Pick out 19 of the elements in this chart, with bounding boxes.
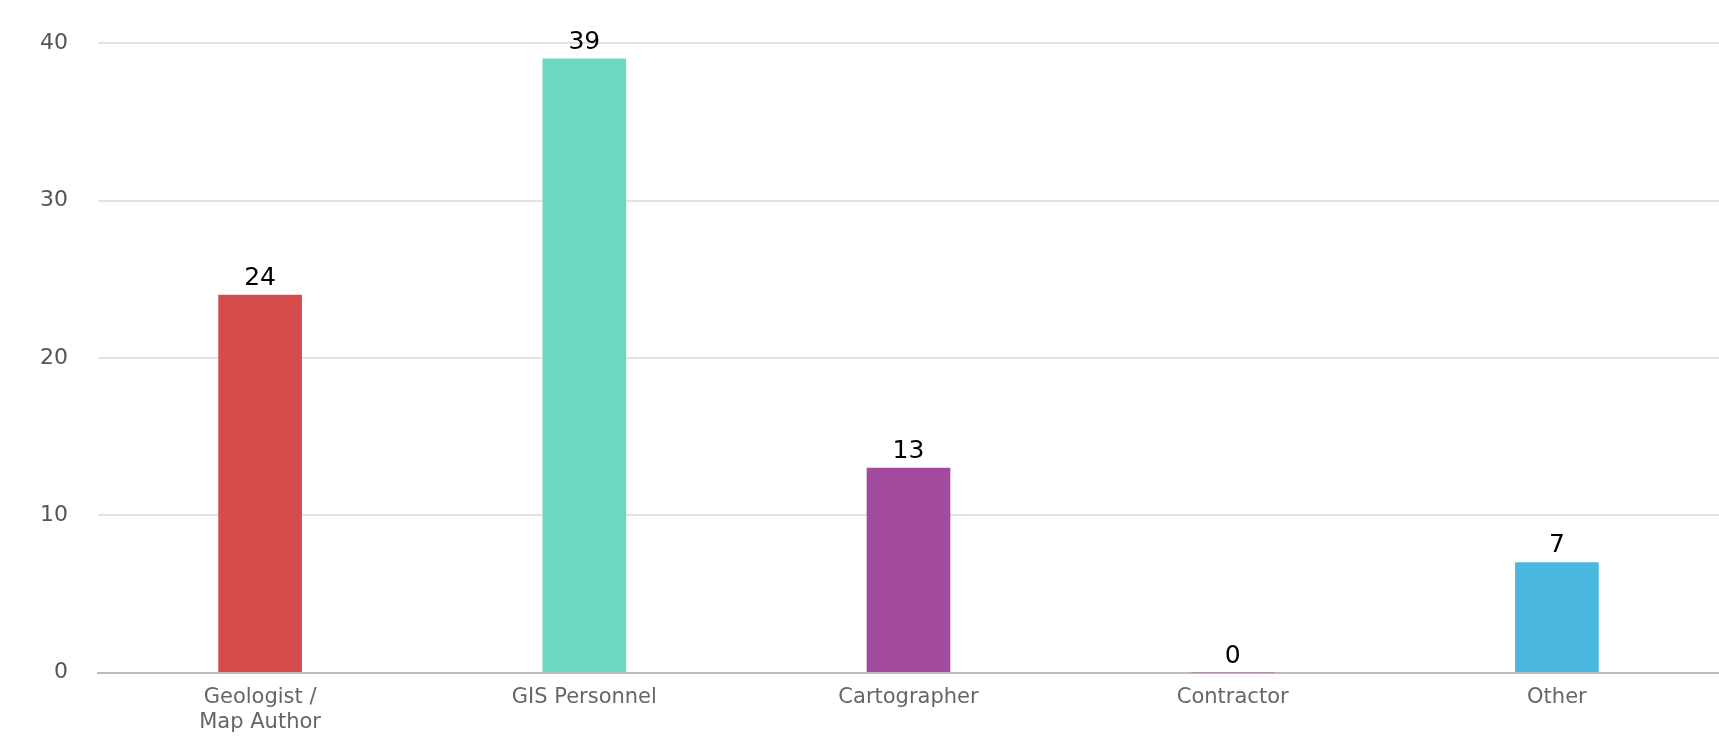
- data-label: 0: [1224, 639, 1241, 669]
- x-tick-label: Cartographer: [838, 683, 979, 708]
- y-tick-label: 10: [39, 500, 68, 526]
- x-tick-label: GIS Personnel: [511, 683, 657, 708]
- x-tick-label: Other: [1527, 683, 1588, 708]
- y-tick-label: 40: [39, 28, 68, 54]
- data-label: 7: [1548, 529, 1565, 559]
- data-label: 13: [892, 435, 925, 465]
- bar: [542, 58, 627, 672]
- x-tick-label: Contractor: [1176, 683, 1289, 708]
- bar: [1515, 562, 1599, 672]
- x-tick-label: Geologist / Map Author: [199, 683, 322, 733]
- bar: [218, 294, 302, 672]
- y-tick-label: 30: [39, 186, 68, 212]
- y-tick-label: 20: [39, 343, 68, 369]
- data-label: 39: [568, 25, 601, 55]
- y-tick-label: 0: [53, 658, 68, 684]
- bar: [866, 467, 951, 672]
- data-label: 24: [244, 261, 276, 291]
